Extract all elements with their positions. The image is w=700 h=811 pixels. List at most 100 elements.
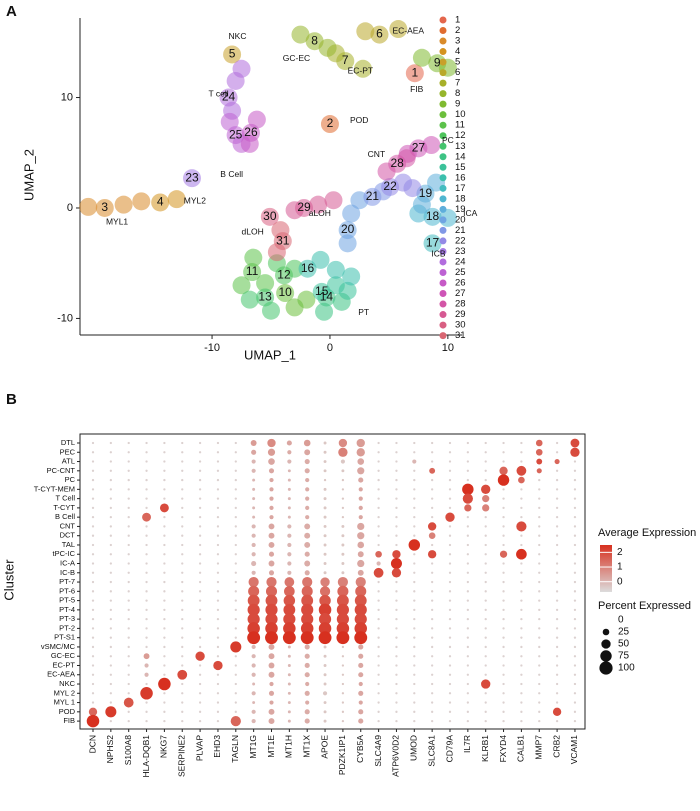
dot xyxy=(431,682,434,686)
dot xyxy=(323,719,327,723)
dot xyxy=(145,543,148,547)
dot xyxy=(520,516,523,519)
dot xyxy=(268,542,275,548)
dot xyxy=(502,719,505,723)
dot xyxy=(318,603,332,617)
dot xyxy=(127,534,130,537)
dot xyxy=(555,664,559,667)
x-tick-label: SLC8A1 xyxy=(426,735,436,767)
dot xyxy=(109,627,112,630)
cluster-annotation: MYL2 xyxy=(184,196,206,206)
dot xyxy=(234,516,237,519)
dot xyxy=(520,599,523,602)
dot xyxy=(163,636,166,639)
dot xyxy=(216,488,220,491)
dot xyxy=(555,636,559,639)
dot xyxy=(163,478,166,482)
dot xyxy=(538,534,541,537)
dot xyxy=(252,682,256,686)
dot xyxy=(109,460,112,463)
dot xyxy=(354,603,367,616)
dot xyxy=(377,516,380,519)
dot xyxy=(538,478,541,482)
dot xyxy=(431,645,434,649)
dot xyxy=(163,534,166,537)
dot xyxy=(216,497,220,500)
x-tick-label: DCN xyxy=(87,735,97,753)
dot xyxy=(354,594,367,607)
dot xyxy=(234,543,237,547)
dot xyxy=(573,719,577,723)
dot xyxy=(538,571,541,574)
dot xyxy=(268,560,275,567)
dot xyxy=(127,617,130,621)
dot xyxy=(300,631,314,645)
legend-swatch xyxy=(439,132,447,140)
dot xyxy=(573,599,577,602)
dot xyxy=(252,506,256,510)
dot xyxy=(429,467,436,474)
size-legend-label: 0 xyxy=(618,615,624,626)
dot xyxy=(305,515,310,520)
dot xyxy=(538,553,541,556)
dot xyxy=(538,636,541,639)
dot xyxy=(395,645,398,649)
dot xyxy=(216,710,220,713)
dot xyxy=(341,543,345,547)
dot xyxy=(216,645,220,649)
dot xyxy=(377,469,380,472)
dot xyxy=(484,599,487,602)
dot xyxy=(318,622,332,635)
dot xyxy=(555,682,559,686)
dot xyxy=(484,460,487,463)
dot xyxy=(91,451,95,454)
size-legend-title: Percent Expressed xyxy=(598,600,691,612)
dot xyxy=(91,627,95,630)
dot xyxy=(341,478,345,482)
dot xyxy=(341,524,345,528)
y-axis-title: UMAP_2 xyxy=(21,149,36,201)
dot xyxy=(337,576,349,588)
dot xyxy=(109,580,112,584)
dot xyxy=(323,654,327,658)
dot xyxy=(448,719,452,723)
dot xyxy=(555,701,559,704)
dot xyxy=(181,553,184,556)
dot xyxy=(570,447,580,457)
dot xyxy=(484,608,487,612)
size-legend-label: 100 xyxy=(618,663,635,674)
dot xyxy=(431,636,434,639)
cluster-number: 1 xyxy=(411,65,418,79)
legend-swatch xyxy=(439,37,447,45)
dot xyxy=(234,608,237,612)
dot xyxy=(198,497,202,500)
dot xyxy=(555,525,559,528)
dot xyxy=(413,590,416,593)
cluster-number: 8 xyxy=(311,33,318,47)
dot xyxy=(502,599,505,602)
dot xyxy=(181,710,184,713)
dot xyxy=(448,525,452,528)
cluster-point xyxy=(291,25,310,44)
dot xyxy=(484,617,487,621)
dot xyxy=(304,458,310,465)
dot xyxy=(497,474,510,486)
legend-swatch xyxy=(439,111,447,119)
dot xyxy=(109,719,112,723)
y-tick-label: PT-6 xyxy=(59,586,75,595)
dot xyxy=(570,438,580,448)
dot xyxy=(181,664,184,667)
dot xyxy=(431,562,434,565)
dot xyxy=(145,497,148,500)
legend-label: 13 xyxy=(455,141,466,152)
dot xyxy=(573,460,577,463)
dot xyxy=(520,571,523,574)
cluster-annotation: aLOH xyxy=(309,208,331,218)
dot xyxy=(283,594,296,607)
dot xyxy=(145,460,148,463)
dot xyxy=(109,692,112,695)
dot xyxy=(502,617,505,621)
dot xyxy=(358,672,364,678)
dot xyxy=(573,636,577,639)
x-tick-label: MMP7 xyxy=(534,735,544,760)
